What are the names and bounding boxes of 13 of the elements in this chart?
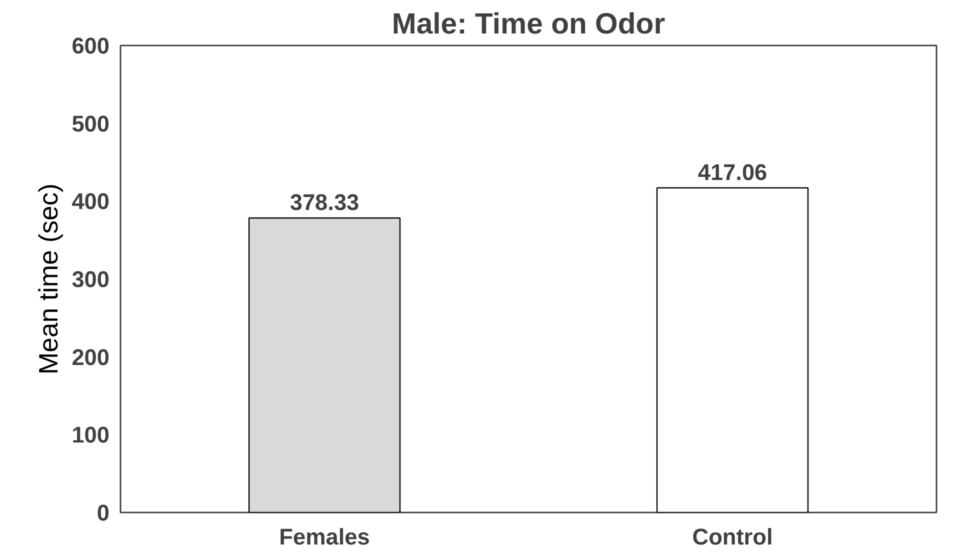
data-label: 378.33 — [290, 189, 360, 216]
y-tick-label: 500 — [72, 110, 110, 136]
y-tick-label: 200 — [72, 344, 110, 370]
x-tick-label: Control — [692, 524, 773, 550]
y-tick-label: 0 — [96, 500, 110, 526]
chart-title: Male: Time on Odor — [392, 8, 666, 40]
x-tick-label: Females — [279, 524, 370, 550]
y-tick-label: 600 — [72, 32, 110, 58]
y-tick-label: 400 — [72, 188, 110, 214]
y-tick-label: 300 — [72, 266, 110, 292]
y-axis-title: Mean time (sec) — [34, 183, 64, 375]
y-tick-label: 100 — [72, 422, 110, 448]
data-label: 417.06 — [698, 158, 768, 185]
